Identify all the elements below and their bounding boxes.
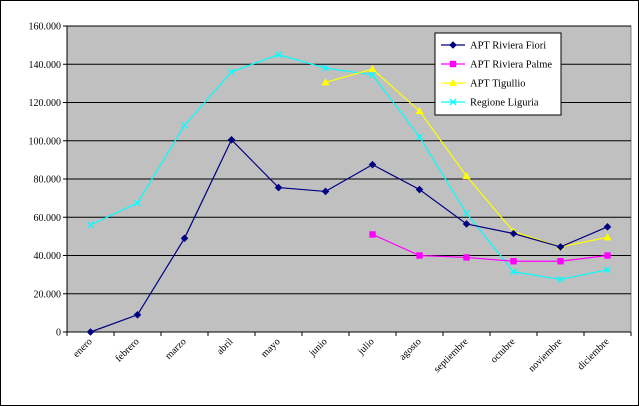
data-point-apt-tigullio — [462, 171, 471, 180]
data-point-regione-liguria-stroke — [275, 51, 282, 59]
data-point-regione-liguria-stroke — [87, 221, 94, 229]
x-tick-label: enero — [71, 336, 94, 359]
legend-marker-regione-liguria — [449, 98, 457, 106]
data-point-apt-riviera-fiori — [368, 160, 377, 169]
legend — [434, 32, 562, 116]
legend-marker-regione-liguria-stroke — [449, 98, 457, 106]
data-point-regione-liguria — [369, 71, 376, 79]
y-tick-label: 60.000 — [34, 213, 62, 224]
data-point-regione-liguria — [510, 268, 517, 276]
series-line-regione-liguria — [90, 54, 608, 281]
legend-marker-apt-riviera-fiori — [449, 41, 457, 49]
data-point-regione-liguria — [322, 64, 329, 72]
y-tick-label: 120.000 — [29, 98, 62, 109]
x-tick-label: febrero — [113, 336, 141, 364]
x-tick-label: diciembre — [576, 336, 612, 372]
data-point-regione-liguria-stroke — [369, 71, 376, 79]
legend-label-apt-riviera-fiori: APT Riviera Fiori — [470, 41, 546, 52]
legend-label-regione-liguria: Regione Liguria — [470, 98, 539, 109]
x-tick-label: mayo — [259, 336, 282, 359]
data-point-regione-liguria — [134, 199, 141, 207]
data-point-apt-riviera-fiori — [274, 183, 283, 192]
data-point-regione-liguria — [228, 68, 235, 76]
data-point-regione-liguria — [181, 121, 188, 129]
legend-marker-apt-tigullio — [449, 78, 457, 86]
data-point-regione-liguria-stroke — [228, 68, 235, 76]
data-point-apt-tigullio — [368, 64, 377, 73]
x-tick-label: julio — [355, 336, 376, 357]
x-tick-label: noviembre — [527, 336, 565, 374]
data-point-apt-riviera-fiori — [603, 223, 612, 231]
data-point-regione-liguria-stroke — [322, 64, 329, 72]
data-point-regione-liguria-stroke — [416, 133, 423, 141]
data-point-apt-riviera-fiori — [321, 187, 330, 196]
y-tick-label: 0 — [56, 328, 61, 339]
data-point-regione-liguria-stroke — [181, 121, 188, 129]
y-tick-label: 160.000 — [29, 22, 62, 33]
data-point-apt-riviera-fiori — [180, 234, 189, 243]
data-point-apt-riviera-palme — [463, 254, 470, 261]
legend-label-apt-tigullio: APT Tigullio — [470, 79, 526, 90]
data-point-apt-riviera-fiori — [462, 220, 471, 228]
data-point-regione-liguria — [604, 266, 611, 274]
legend-marker-apt-riviera-palme — [449, 60, 457, 68]
data-point-apt-tigullio — [415, 106, 424, 115]
data-point-regione-liguria-stroke — [463, 209, 470, 217]
data-point-apt-riviera-fiori — [86, 328, 95, 336]
data-point-regione-liguria-stroke — [134, 199, 141, 207]
series-line-apt-riviera-fiori — [90, 138, 608, 333]
data-point-regione-liguria — [463, 209, 470, 217]
data-point-regione-liguria-stroke — [557, 275, 564, 283]
data-point-apt-riviera-fiori — [556, 243, 565, 251]
data-point-regione-liguria — [416, 133, 423, 141]
data-point-regione-liguria — [557, 275, 564, 283]
x-tick-label: septiembre — [432, 336, 471, 375]
data-point-apt-riviera-palme — [604, 252, 611, 259]
data-point-apt-riviera-palme — [416, 252, 423, 259]
y-tick-label: 80.000 — [34, 175, 62, 186]
data-point-regione-liguria — [87, 221, 94, 229]
x-tick-label: agosto — [397, 336, 423, 362]
data-point-apt-riviera-palme — [510, 258, 517, 265]
data-point-regione-liguria-stroke — [510, 268, 517, 276]
y-tick-label: 20.000 — [34, 289, 62, 300]
data-point-apt-tigullio — [603, 233, 612, 241]
x-tick-label: abril — [215, 336, 236, 357]
data-point-apt-riviera-fiori — [509, 229, 518, 238]
y-tick-label: 100.000 — [29, 136, 62, 147]
x-tick-label: octubre — [489, 336, 518, 365]
x-tick-label: marzo — [163, 336, 188, 361]
series-line-apt-riviera-palme — [372, 233, 608, 262]
data-point-apt-riviera-fiori — [415, 185, 424, 194]
data-point-regione-liguria-stroke — [604, 266, 611, 274]
y-tick-label: 140.000 — [29, 60, 62, 71]
legend-label-apt-riviera-palme: APT Riviera Palme — [470, 60, 552, 71]
y-tick-label: 40.000 — [34, 251, 62, 262]
data-point-apt-riviera-fiori — [227, 135, 236, 144]
x-tick-label: junio — [307, 336, 330, 359]
data-point-regione-liguria — [275, 51, 282, 59]
data-point-apt-riviera-palme — [557, 258, 564, 265]
data-point-apt-riviera-palme — [369, 231, 376, 238]
data-point-apt-riviera-fiori — [133, 310, 142, 319]
data-point-apt-tigullio — [321, 78, 330, 86]
